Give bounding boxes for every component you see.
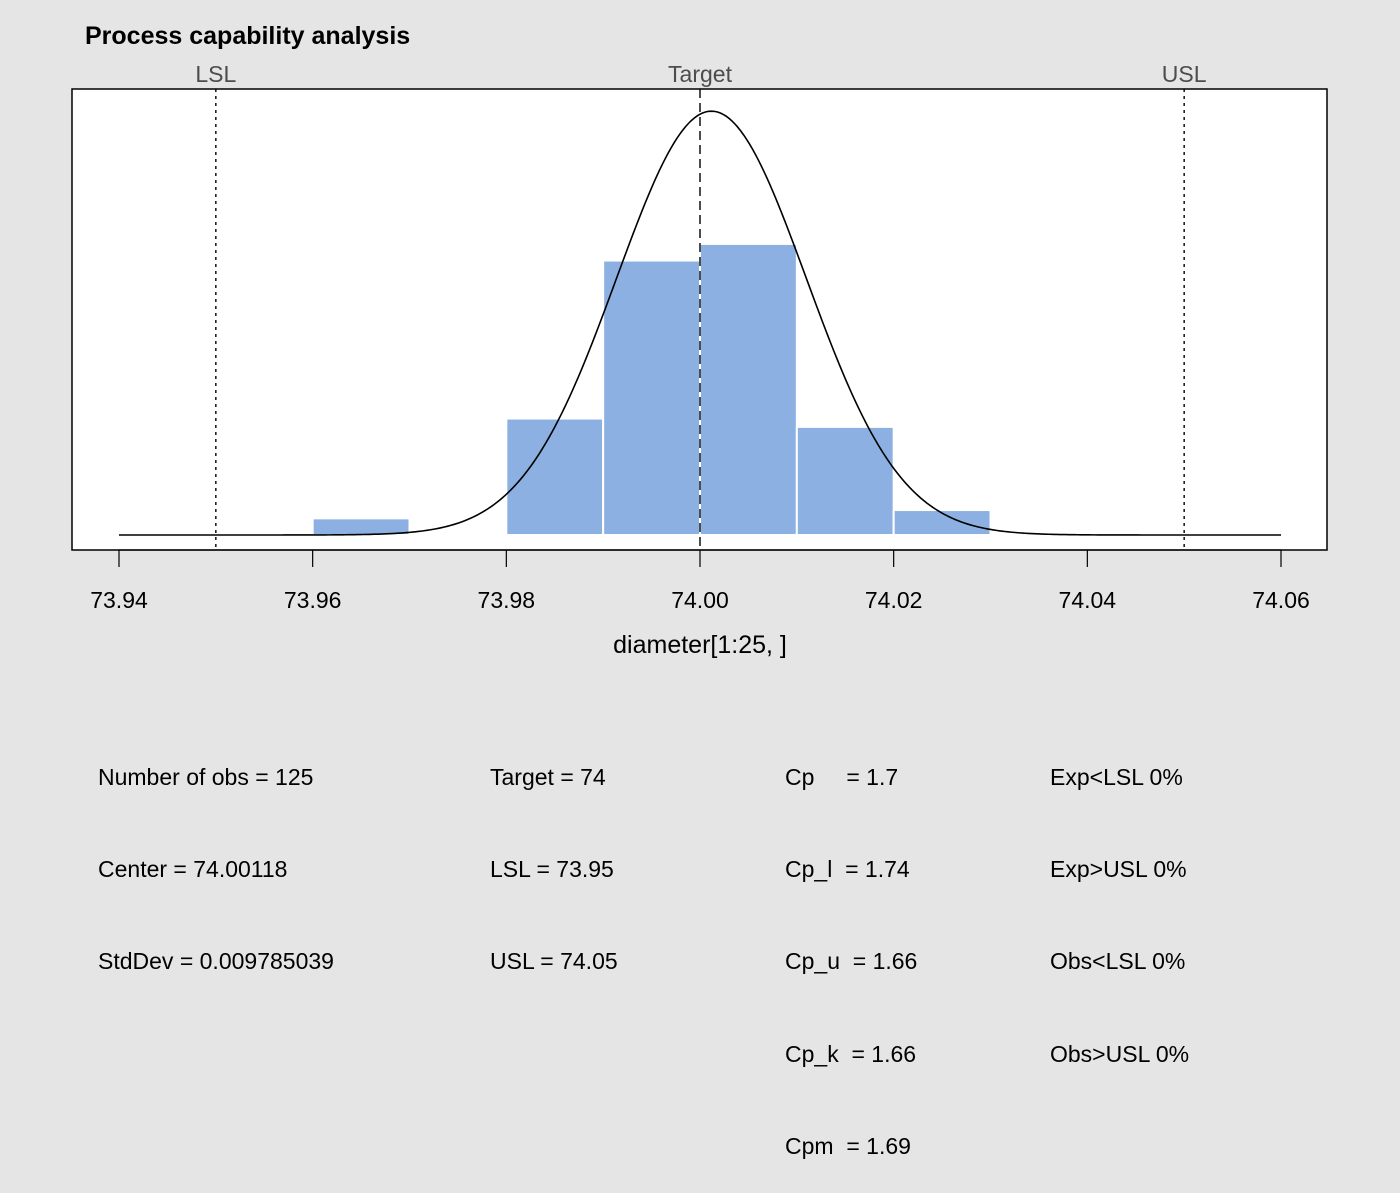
chart-title: Process capability analysis [85, 22, 410, 50]
histogram-bar-5 [795, 425, 895, 536]
stat-cp-k: Cp_k = 1.66 [785, 1040, 917, 1067]
x-tick-label: 74.00 [671, 587, 729, 613]
stat-number-of-obs: Number of obs = 125 [98, 763, 314, 790]
x-axis-label: diameter[1:25, ] [613, 631, 787, 659]
usl-label: USL [1162, 61, 1207, 87]
capability-chart: Process capability analysis LSL Target USL… [71, 22, 1328, 659]
stat-obs-usl: Obs>USL 0% [1050, 1040, 1190, 1067]
stat-cp-u: Cp_u = 1.66 [785, 948, 918, 975]
stats-column-indices: Cp = 1.7 Cp_l = 1.74 Cp_u = 1.66 Cp_k = … [785, 700, 917, 1193]
histogram-bar-1 [311, 517, 411, 536]
stats-column-specs: Target = 74 LSL = 73.95 USL = 74.05 [490, 700, 618, 1008]
stat-exp-lsl: Exp<LSL 0% [1050, 763, 1183, 790]
lsl-label: LSL [195, 61, 236, 87]
stat-obs-lsl: Obs<LSL 0% [1050, 948, 1186, 975]
histogram-bar-4 [699, 242, 798, 537]
x-tick-label: 73.98 [478, 587, 536, 613]
target-label: Target [668, 61, 733, 87]
stat-stddev: StdDev = 0.009785039 [98, 948, 334, 975]
x-tick-label: 74.06 [1252, 587, 1310, 613]
stat-usl: USL = 74.05 [490, 948, 618, 975]
stat-exp-usl: Exp>USL 0% [1050, 855, 1187, 882]
stats-column-percentages: Exp<LSL 0% Exp>USL 0% Obs<LSL 0% Obs>USL… [1050, 700, 1189, 1100]
histogram-bar-3 [602, 259, 702, 536]
stat-target: Target = 74 [490, 763, 606, 790]
histogram-bar-2 [505, 417, 605, 536]
stat-cp: Cp = 1.7 [785, 763, 899, 790]
x-tick-label: 74.04 [1059, 587, 1117, 613]
histogram-bar-6 [892, 509, 992, 536]
stats-column-summary: Number of obs = 125 Center = 74.00118 St… [98, 700, 334, 1008]
stat-cp-l: Cp_l = 1.74 [785, 855, 910, 882]
stat-lsl: LSL = 73.95 [490, 855, 614, 882]
x-tick-label: 73.96 [284, 587, 342, 613]
stat-cpm: Cpm = 1.69 [785, 1133, 911, 1160]
x-tick-label: 73.94 [90, 587, 148, 613]
x-tick-label: 74.02 [865, 587, 923, 613]
normal-density-curve [119, 110, 1281, 536]
stat-center: Center = 74.00118 [98, 855, 288, 882]
